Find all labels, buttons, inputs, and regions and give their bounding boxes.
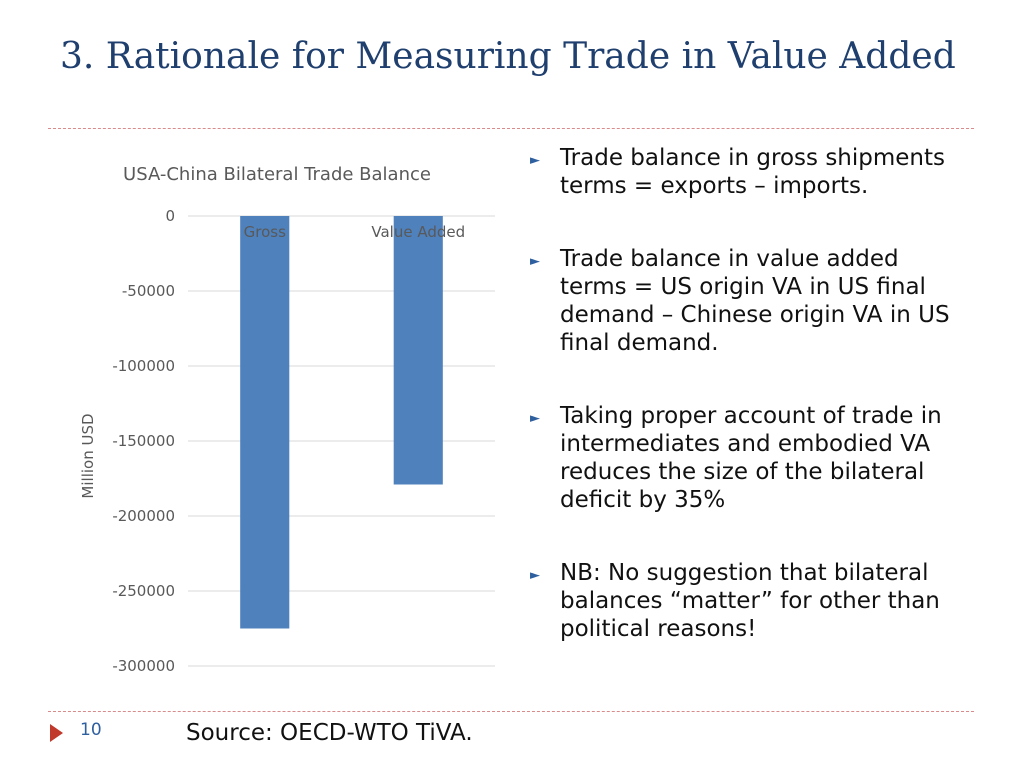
bullet-item: ► Taking proper account of trade in inte… [528,402,968,514]
bar-chart: USA-China Bilateral Trade Balance 0 -50000… [60,150,510,690]
bullet-item: ► Trade balance in gross shipments terms… [528,144,968,200]
y-tick-label: -150000 [112,432,175,450]
y-tick-label: -100000 [112,357,175,375]
source-note: Source: OECD-WTO TiVA. [186,720,473,746]
bullet-arrow-icon: ► [530,153,540,168]
bullet-arrow-icon: ► [530,411,540,426]
y-tick-label: -300000 [112,657,175,675]
bullet-text: Trade balance in value added terms = US … [560,246,950,356]
bullet-item: ► Trade balance in value added terms = U… [528,245,968,357]
bar-value-added [393,216,443,485]
bullet-item: ► NB: No suggestion that bilateral balan… [528,559,968,643]
footer-divider [48,711,974,712]
y-tick-label: -250000 [112,582,175,600]
y-tick-label: -50000 [122,282,175,300]
title-divider [48,128,974,129]
bullet-text: Trade balance in gross shipments terms =… [560,145,946,199]
slide-title: 3. Rationale for Measuring Trade in Valu… [60,36,956,77]
bullet-text: Taking proper account of trade in interm… [560,403,942,513]
chart-title: USA-China Bilateral Trade Balance [123,164,431,185]
page-number: 10 [80,720,102,740]
page-arrow-icon [50,724,63,742]
bullet-arrow-icon: ► [530,254,540,269]
category-label: Value Added [371,223,465,241]
bullet-arrow-icon: ► [530,568,540,583]
bar-gross [240,216,290,629]
y-axis-label: Million USD [79,413,97,498]
bullet-text: NB: No suggestion that bilateral balance… [560,560,940,642]
y-tick-label: -200000 [112,507,175,525]
y-tick-label: 0 [165,207,175,225]
category-label: Gross [244,223,286,241]
bullet-list: ► Trade balance in gross shipments terms… [528,144,968,643]
chart-svg: USA-China Bilateral Trade Balance 0 -50000… [79,164,495,675]
